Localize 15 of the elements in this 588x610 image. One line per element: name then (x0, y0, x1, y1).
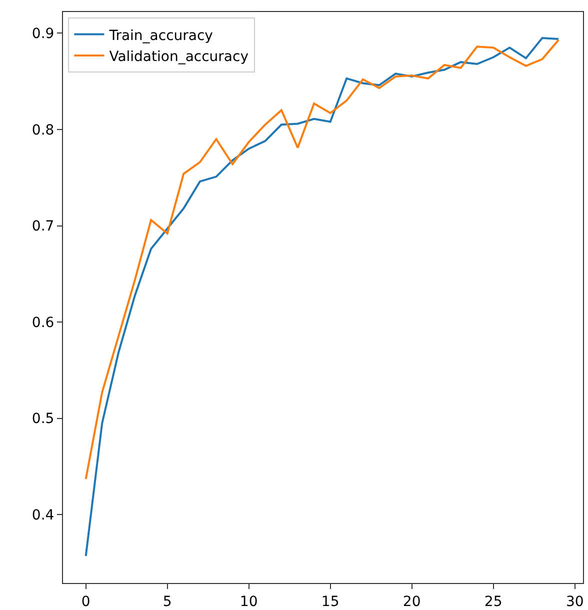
x-tick-label: 30 (566, 594, 584, 610)
y-tick-label: 0.6 (32, 314, 54, 331)
y-tick-label: 0.5 (32, 411, 54, 428)
x-tick-label: 25 (484, 594, 502, 610)
y-tick-label: 0.4 (32, 508, 54, 524)
x-tick-label: 15 (321, 594, 340, 610)
x-tick-label: 5 (162, 594, 172, 610)
y-tick-label: 0.8 (32, 122, 54, 138)
legend-label: Validation_accuracy (109, 48, 248, 65)
x-tick-label: 20 (402, 594, 421, 610)
x-tick-label: 10 (240, 594, 258, 610)
y-tick-label: 0.7 (32, 218, 54, 235)
x-tick-label: 0 (81, 594, 90, 610)
y-tick-label: 0.9 (32, 26, 54, 42)
legend-label: Train_accuracy (108, 28, 213, 44)
